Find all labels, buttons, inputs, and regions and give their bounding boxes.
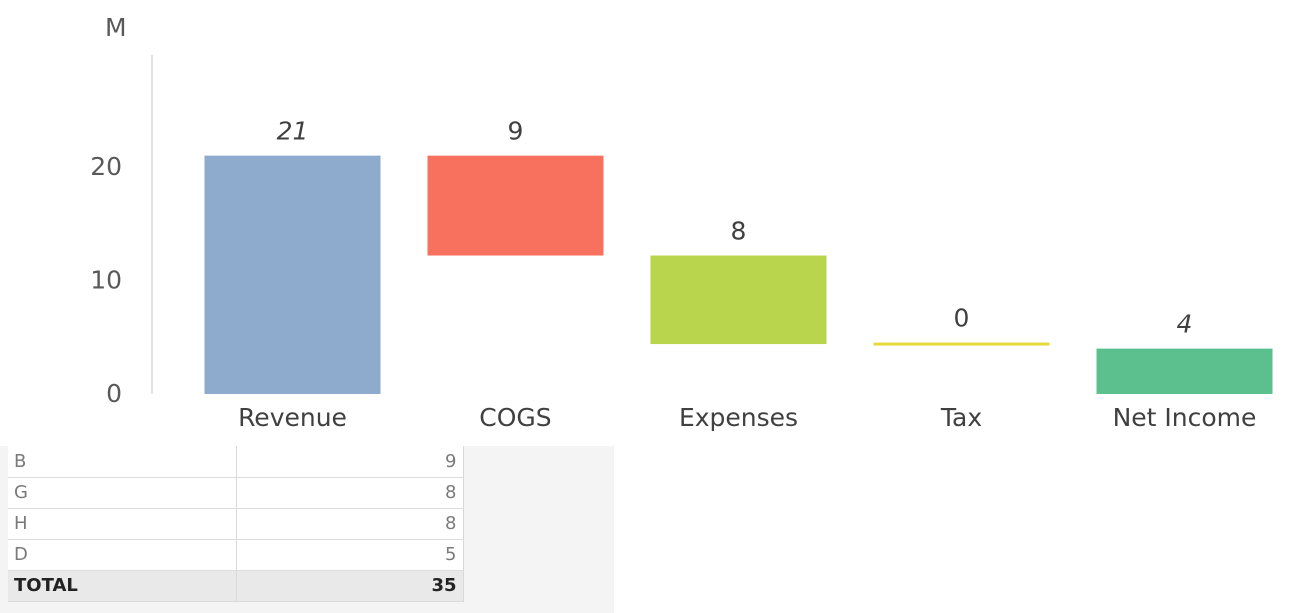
- category-label: Revenue: [238, 403, 347, 432]
- row-label[interactable]: H: [8, 508, 237, 540]
- data-label: 0: [954, 304, 970, 333]
- table-total-row: TOTAL 35: [8, 570, 464, 602]
- data-table: B 9 G 8 H 8 D 5 TOTAL 35: [8, 446, 464, 602]
- category-axis: Revenue COGS Expenses Tax Net Income: [238, 403, 1256, 432]
- row-label[interactable]: G: [8, 477, 237, 509]
- spreadsheet-grid: B 9 G 8 H 8 D 5 TOTAL 35: [0, 446, 614, 613]
- bar-expenses: [650, 255, 827, 345]
- category-label: COGS: [479, 403, 551, 432]
- row-label[interactable]: TOTAL: [8, 570, 237, 602]
- y-tick-label: 20: [90, 152, 122, 181]
- bar-net-income: [1096, 348, 1273, 394]
- row-label[interactable]: B: [8, 446, 237, 478]
- data-label: 9: [508, 117, 524, 146]
- bar-tax: [873, 342, 1050, 346]
- bar-cogs: [427, 155, 604, 256]
- row-value[interactable]: 8: [236, 508, 464, 540]
- row-label[interactable]: D: [8, 539, 237, 571]
- waterfall-chart: M 0 10 20 21 9 8 0 4 Revenue COGS Expenses Tax Net…: [90, 13, 1273, 432]
- y-tick-label: 10: [90, 266, 122, 295]
- unit-label: M: [105, 13, 127, 42]
- row-value[interactable]: 8: [236, 477, 464, 509]
- category-label: Tax: [940, 403, 982, 432]
- row-value[interactable]: 5: [236, 539, 464, 571]
- data-labels: 21 9 8 0 4: [277, 117, 1193, 339]
- row-value[interactable]: 35: [236, 570, 464, 602]
- bar-revenue: [204, 155, 381, 394]
- y-axis-ticks: 0 10 20: [90, 152, 122, 408]
- row-value[interactable]: 9: [236, 446, 464, 478]
- bar-series: [204, 155, 1273, 394]
- y-tick-label: 0: [106, 379, 122, 408]
- category-label: Net Income: [1113, 403, 1257, 432]
- data-label: 8: [731, 217, 747, 246]
- data-label: 4: [1177, 310, 1193, 339]
- data-label: 21: [277, 117, 309, 146]
- category-label: Expenses: [679, 403, 798, 432]
